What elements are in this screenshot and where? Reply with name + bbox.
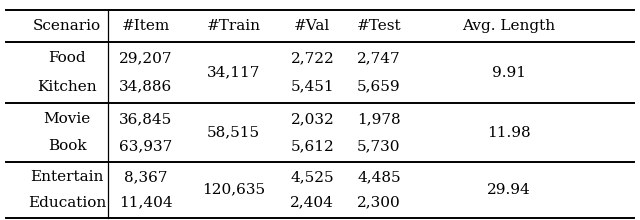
- Text: 120,635: 120,635: [202, 183, 265, 197]
- Text: 11.98: 11.98: [487, 126, 531, 139]
- Text: 8,367: 8,367: [124, 170, 168, 184]
- Text: 29,207: 29,207: [119, 51, 173, 65]
- Text: Movie: Movie: [44, 112, 91, 126]
- Text: 2,032: 2,032: [291, 112, 334, 126]
- Text: #Train: #Train: [207, 19, 260, 33]
- Text: Education: Education: [28, 196, 106, 210]
- Text: 11,404: 11,404: [119, 196, 173, 210]
- Text: Scenario: Scenario: [33, 19, 101, 33]
- Text: 58,515: 58,515: [207, 126, 260, 139]
- Text: 9.91: 9.91: [492, 66, 526, 80]
- Text: 5,730: 5,730: [357, 139, 401, 153]
- Text: #Val: #Val: [294, 19, 330, 33]
- Text: 63,937: 63,937: [119, 139, 173, 153]
- Text: 5,612: 5,612: [291, 139, 334, 153]
- Text: Entertain: Entertain: [31, 170, 104, 184]
- Text: 1,978: 1,978: [357, 112, 401, 126]
- Text: Food: Food: [49, 51, 86, 65]
- Text: Avg. Length: Avg. Length: [462, 19, 556, 33]
- Text: 36,845: 36,845: [119, 112, 173, 126]
- Text: 4,525: 4,525: [291, 170, 334, 184]
- Text: 2,747: 2,747: [357, 51, 401, 65]
- Text: #Test: #Test: [356, 19, 401, 33]
- Text: Book: Book: [48, 139, 86, 153]
- Text: #Item: #Item: [122, 19, 170, 33]
- Text: 2,300: 2,300: [357, 196, 401, 210]
- Text: 5,659: 5,659: [357, 80, 401, 94]
- Text: 2,722: 2,722: [291, 51, 334, 65]
- Text: 4,485: 4,485: [357, 170, 401, 184]
- Text: Kitchen: Kitchen: [37, 80, 97, 94]
- Text: 34,117: 34,117: [207, 66, 260, 80]
- Text: 29.94: 29.94: [487, 183, 531, 197]
- Text: 5,451: 5,451: [291, 80, 334, 94]
- Text: 34,886: 34,886: [119, 80, 173, 94]
- Text: 2,404: 2,404: [291, 196, 334, 210]
